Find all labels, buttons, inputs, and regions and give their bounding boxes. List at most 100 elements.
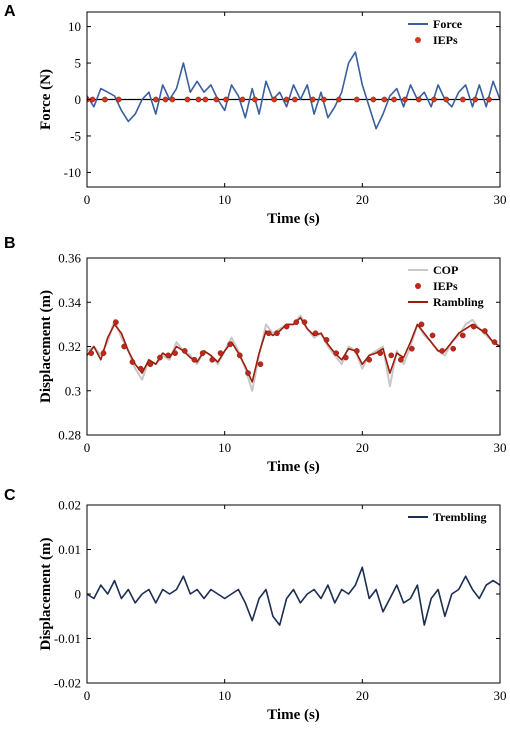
legend-swatch	[415, 283, 421, 289]
legend-label: IEPs	[433, 279, 458, 293]
iep-marker	[162, 96, 169, 103]
iep-marker	[415, 96, 422, 103]
iep-marker	[202, 96, 209, 103]
panel-letter: A	[4, 3, 16, 20]
x-tick-label: 0	[84, 688, 91, 703]
iep-marker	[115, 96, 122, 103]
iep-marker	[402, 96, 408, 103]
x-tick-label: 20	[356, 688, 369, 703]
iep-marker	[429, 332, 436, 339]
iep-marker	[333, 350, 340, 356]
iep-marker	[409, 345, 415, 352]
iep-marker	[486, 96, 492, 103]
y-tick-label: -0.02	[54, 676, 81, 691]
iep-marker	[491, 339, 498, 345]
iep-marker	[431, 96, 437, 103]
iep-marker	[366, 356, 373, 363]
iep-marker	[152, 96, 159, 103]
iep-marker	[391, 96, 397, 103]
x-tick-label: 10	[218, 192, 231, 207]
x-axis-title: Time (s)	[267, 211, 320, 227]
y-axis-title: Displacement (m)	[38, 290, 54, 403]
iep-marker	[195, 96, 202, 103]
x-tick-label: 0	[84, 192, 91, 207]
y-tick-label: 0.01	[58, 542, 81, 557]
iep-marker	[209, 356, 216, 363]
trembling-series-line	[87, 566, 500, 626]
legend: COP IEPs Rambling	[408, 263, 484, 309]
iep-marker	[312, 330, 319, 337]
legend: Force IEPs	[408, 17, 463, 47]
y-tick-label: -0.01	[54, 631, 81, 646]
iep-marker	[470, 323, 477, 330]
iep-marker	[398, 356, 404, 363]
iep-marker	[323, 337, 330, 343]
iep-marker	[439, 348, 446, 354]
iep-marker	[199, 350, 206, 356]
iep-marker	[236, 352, 243, 359]
y-tick-label: 0	[75, 92, 82, 107]
iep-marker	[459, 332, 466, 339]
iep-marker	[239, 96, 246, 103]
y-tick-label: 0.32	[58, 339, 81, 354]
y-tick-label: 10	[68, 19, 81, 34]
iep-marker	[147, 361, 154, 368]
iep-marker	[257, 361, 264, 368]
y-axis-title: Displacement (m)	[38, 538, 54, 651]
x-tick-label: 20	[356, 440, 369, 455]
iep-marker	[181, 348, 188, 354]
iep-marker	[388, 352, 395, 359]
iep-marker	[165, 352, 172, 359]
panel-b: B 0 10 20 30 0.36 0.34 0.32 0.3 0.28 Time (s) Displ…	[4, 235, 507, 475]
iep-marker	[472, 96, 479, 103]
y-tick-label: 0.02	[58, 498, 81, 513]
iep-marker	[245, 370, 251, 376]
iep-marker	[309, 96, 316, 103]
x-axis-title: Time (s)	[267, 707, 320, 723]
legend-label: Rambling	[433, 295, 484, 309]
panel-letter: C	[4, 487, 16, 504]
iep-marker	[274, 330, 280, 337]
iep-marker	[191, 356, 198, 363]
panel-letter: B	[4, 235, 16, 252]
iep-marker	[443, 96, 450, 103]
legend: Trembling	[408, 510, 487, 524]
iep-marker	[283, 323, 290, 330]
ieps-series	[87, 96, 492, 103]
x-tick-label: 30	[494, 688, 507, 703]
x-axis-title: Time (s)	[267, 459, 320, 475]
iep-marker	[100, 350, 107, 356]
iep-marker	[252, 96, 258, 103]
iep-marker	[283, 96, 290, 103]
iep-marker	[137, 365, 144, 372]
y-tick-label: 0.36	[58, 251, 81, 266]
iep-marker	[102, 96, 108, 103]
y-tick-label: -5	[70, 128, 81, 143]
iep-marker	[227, 341, 234, 348]
iep-marker	[88, 350, 94, 356]
y-tick-label: 0	[75, 587, 82, 602]
panel-a: A 0 10 20 30 10 5 0 -5 -10 Time (s) Force (N) Force I…	[4, 3, 507, 227]
iep-marker	[353, 348, 360, 354]
iep-marker	[459, 96, 466, 103]
iep-marker	[121, 343, 128, 350]
legend-label: IEPs	[433, 33, 458, 47]
legend-label: COP	[433, 263, 458, 277]
rambling-series-line	[87, 316, 500, 383]
axes-box	[86, 504, 501, 684]
y-tick-label: 0.34	[58, 295, 81, 310]
iep-marker	[450, 345, 457, 352]
x-tick-label: 10	[218, 440, 231, 455]
iep-marker	[482, 328, 488, 334]
iep-marker	[113, 319, 119, 326]
x-tick-label: 30	[494, 192, 507, 207]
iep-marker	[342, 354, 349, 361]
y-tick-label: 5	[75, 56, 82, 71]
force-series-line	[87, 51, 500, 130]
iep-marker	[381, 96, 388, 103]
iep-marker	[213, 96, 220, 103]
iep-marker	[169, 96, 176, 103]
iep-marker	[217, 350, 224, 356]
iep-marker	[370, 96, 377, 103]
